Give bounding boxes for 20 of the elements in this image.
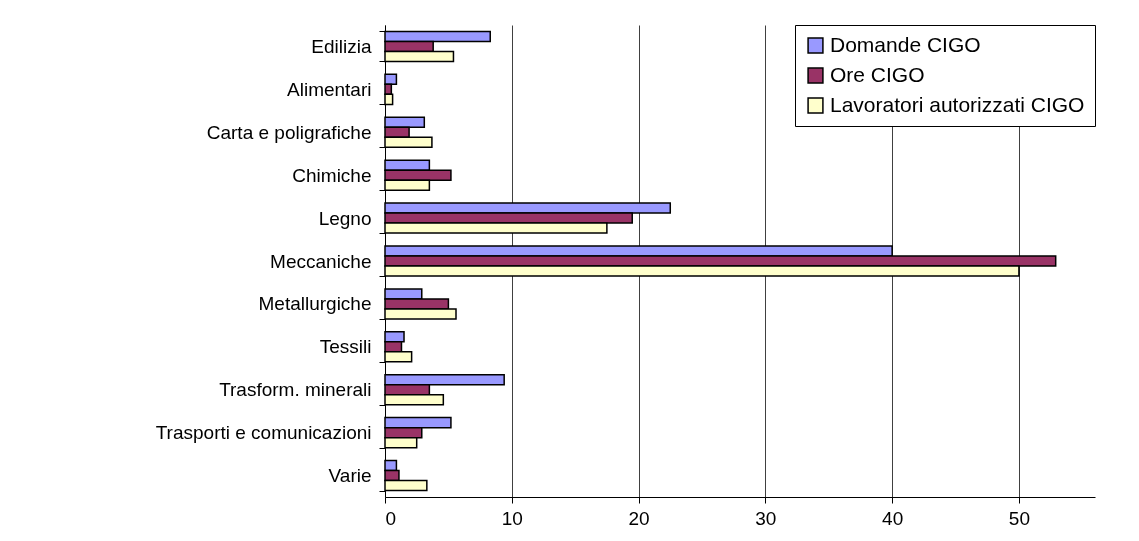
y-tick-label: Trasporti e comunicazioni — [155, 422, 372, 444]
y-tick-label: Trasform. minerali — [219, 379, 372, 401]
legend-label: Domande CIGO — [830, 32, 981, 56]
y-tick-label: Alimentari — [287, 78, 372, 100]
legend-label: Lavoratori autorizzati CIGO — [830, 92, 1085, 116]
y-tick-label: Chimiche — [292, 164, 372, 186]
y-tick-label: Varie — [328, 465, 372, 487]
y-tick-label: Legno — [318, 207, 372, 229]
x-tick-label: 50 — [1008, 507, 1030, 529]
x-tick-label: 10 — [501, 507, 523, 529]
y-tick-label: Metallurgiche — [258, 293, 372, 315]
y-tick-label: Carta e poligrafiche — [206, 121, 372, 143]
y-tick-label: Tessili — [319, 336, 372, 358]
x-tick-label: 30 — [755, 507, 777, 529]
x-tick-label: 0 — [385, 507, 397, 529]
y-tick-label: Edilizia — [311, 35, 372, 57]
y-tick-label: Meccaniche — [270, 250, 372, 272]
legend-label: Ore CIGO — [830, 62, 925, 86]
x-tick-label: 20 — [628, 507, 650, 529]
x-tick-label: 40 — [882, 507, 904, 529]
